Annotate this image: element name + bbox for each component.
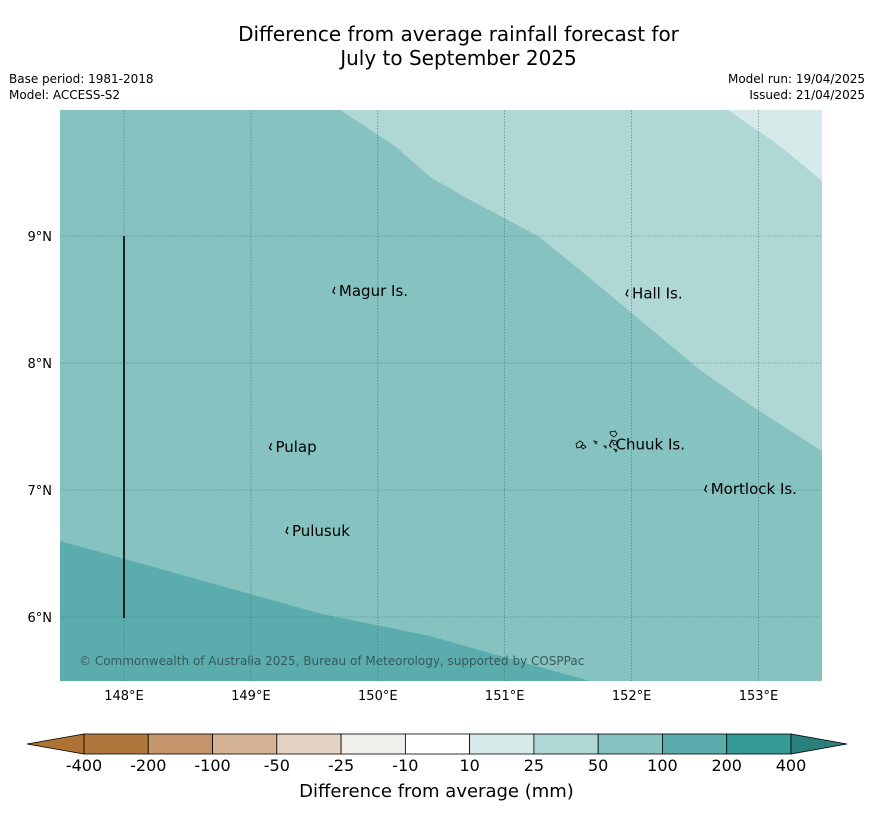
- issued-text: Issued: 21/04/2025: [749, 88, 865, 102]
- latitude-tick-label: 7°N: [28, 484, 53, 499]
- colorbar-tick: -50: [263, 756, 290, 775]
- rainfall-band-25-50: [340, 110, 822, 451]
- colorbar-segment: [662, 733, 728, 755]
- model-run-text: Model run: 19/04/2025: [727, 72, 865, 86]
- colorbar-tick: 25: [523, 756, 545, 775]
- place-marker: Mortlock Is.: [704, 480, 797, 498]
- latitude-tick-labels: 9°N 8°N 7°N 6°N: [28, 230, 53, 626]
- latitude-tick-label: 6°N: [28, 611, 53, 626]
- island-outline: [332, 286, 336, 295]
- longitude-tick-label: 150°E: [358, 689, 398, 704]
- copyright-text: © Commonwealth of Australia 2025, Bureau…: [79, 654, 584, 668]
- island-outline: [704, 484, 708, 493]
- meta-right: Model run: 19/04/2025 Issued: 21/04/2025: [728, 71, 865, 103]
- colorbar-segment: [83, 733, 149, 755]
- map-title: Difference from average rainfall forecas…: [0, 22, 873, 70]
- place-marker: Magur Is.: [332, 282, 408, 300]
- place-label: Hall Is.: [632, 284, 683, 302]
- place-marker: Pulap: [268, 438, 317, 456]
- island-outline: [268, 442, 273, 451]
- model-text: Model: ACCESS-S2: [9, 88, 121, 102]
- colorbar-tick: 200: [711, 756, 742, 775]
- latitude-tick-label: 8°N: [28, 357, 53, 372]
- colorbar-extend-low: [26, 733, 85, 755]
- place-marker: Pulusuk: [285, 522, 350, 540]
- place-marker: Chuuk Is.: [608, 436, 685, 454]
- meta-left: Base period: 1981-2018 Model: ACCESS-S2: [9, 71, 154, 103]
- colorbar-tick: -200: [130, 756, 167, 775]
- colorbar-segment: [340, 733, 406, 755]
- place-label: Mortlock Is.: [711, 480, 797, 498]
- place-marker: Hall Is.: [625, 284, 683, 302]
- colorbar-segment: [726, 733, 792, 755]
- colorbar-segment: [212, 733, 278, 755]
- longitude-tick-label: 149°E: [231, 689, 271, 704]
- colorbar-tick: 400: [775, 756, 807, 775]
- colorbar-segment: [147, 733, 213, 755]
- longitude-tick-labels: 148°E 149°E 150°E 151°E 152°E 153°E: [104, 689, 778, 704]
- colorbar-segment: [276, 733, 342, 755]
- place-label: Pulap: [275, 438, 316, 456]
- rainfall-band-100-200: [60, 541, 590, 681]
- colorbar-tick: -100: [194, 756, 231, 775]
- colorbar-tick: -25: [328, 756, 355, 775]
- longitude-tick-label: 148°E: [104, 689, 144, 704]
- title-line-1: Difference from average rainfall forecas…: [238, 22, 679, 46]
- colorbar-segment: [597, 733, 663, 755]
- island-outline: [625, 289, 629, 297]
- colorbar-extend-high: [790, 733, 848, 755]
- title-line-2: July to September 2025: [340, 46, 577, 70]
- place-label: Magur Is.: [339, 282, 408, 300]
- longitude-tick-label: 152°E: [612, 689, 652, 704]
- place-label: Chuuk Is.: [616, 436, 685, 454]
- island-outline: [285, 526, 289, 535]
- rainfall-band-10-25: [728, 110, 822, 181]
- longitude-tick-label: 153°E: [739, 689, 779, 704]
- colorbar-tick: 50: [587, 756, 609, 775]
- longitude-tick-label: 151°E: [485, 689, 525, 704]
- colorbar-tick: 10: [459, 756, 480, 775]
- colorbar-tick: -400: [65, 756, 103, 775]
- colorbar-segment: [533, 733, 599, 755]
- map-plot-area: Magur Is. Hall Is. Pulap Chuuk Is. Mortlock …: [60, 110, 822, 681]
- island-outline: [608, 440, 613, 448]
- colorbar-tick: 100: [647, 756, 678, 775]
- chuuk-islands-outline: [575, 430, 618, 453]
- colorbar-tick-labels: -400 -200 -100 -50 -25 -10 10 25 50 100 200 400: [0, 756, 873, 776]
- base-period-text: Base period: 1981-2018: [9, 72, 154, 86]
- colorbar: [26, 733, 848, 755]
- colorbar-label: Difference from average (mm): [299, 781, 574, 802]
- latitude-tick-label: 9°N: [28, 230, 53, 245]
- colorbar-segment: [404, 733, 471, 755]
- place-label: Pulusuk: [292, 522, 350, 540]
- colorbar-segment: [469, 733, 535, 755]
- colorbar-tick: -10: [392, 756, 419, 775]
